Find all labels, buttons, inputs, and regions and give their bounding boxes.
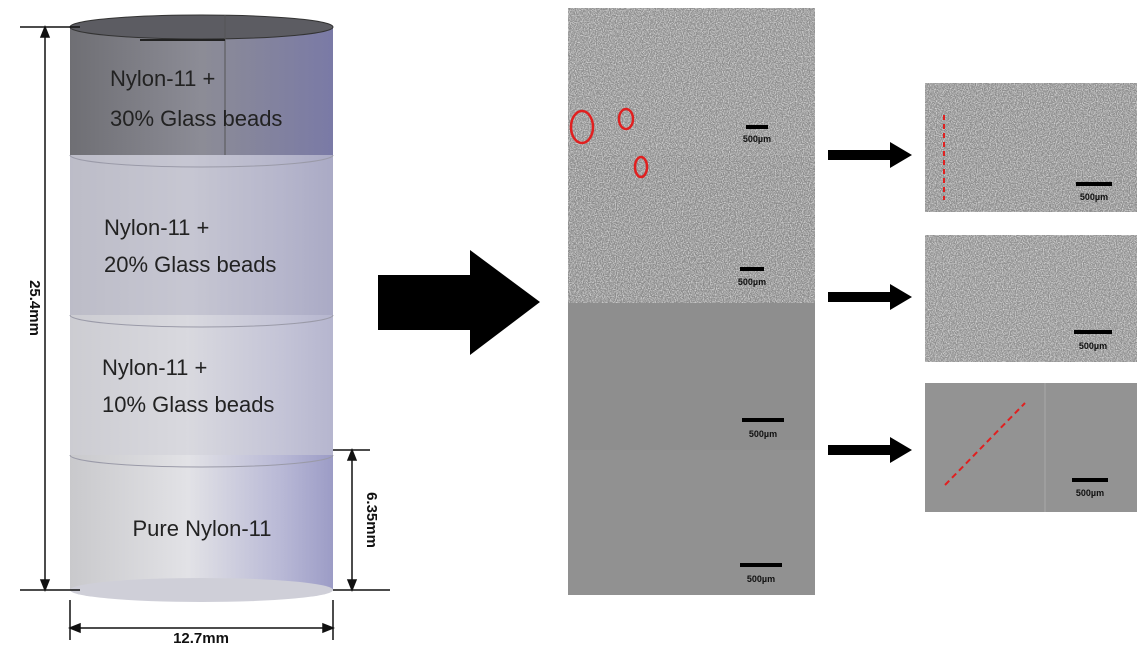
scale-bar — [1072, 478, 1108, 482]
scale-bar — [746, 125, 768, 129]
figure: Nylon-11 + 30% Glass beads Nylon-11 + 20% … — [0, 0, 1139, 649]
label-line: Nylon-11 + — [110, 66, 215, 91]
label-line: 10% Glass beads — [102, 392, 274, 417]
scale-bar-label: 500µm — [738, 277, 766, 287]
scale-bar-label: 500µm — [749, 429, 777, 439]
cylinder-bottom — [70, 578, 333, 602]
label-line: 20% Glass beads — [104, 252, 276, 277]
micrograph: 500µm 500µm 500µm 500µm — [568, 8, 815, 595]
diameter-label: 12.7mm — [173, 630, 229, 647]
small-arrow — [828, 142, 912, 168]
scale-bar-label: 500µm — [1080, 192, 1108, 202]
label-line: 30% Glass beads — [110, 106, 282, 131]
scale-bar — [1076, 182, 1112, 186]
label-line: Nylon-11 + — [104, 215, 209, 240]
scale-bar — [742, 418, 784, 422]
small-arrow — [828, 284, 912, 310]
cylinder: Nylon-11 + 30% Glass beads Nylon-11 + 20% … — [70, 15, 333, 602]
layer-height-label: 6.35mm — [363, 492, 380, 548]
scale-bar-label: 500µm — [1079, 341, 1107, 351]
height-label: 25.4mm — [26, 280, 43, 336]
scale-bar-label: 500µm — [747, 574, 775, 584]
scale-bar — [740, 267, 764, 271]
cylinder-top — [70, 15, 333, 39]
scale-bar-label: 500µm — [1076, 488, 1104, 498]
layer-top — [70, 27, 333, 155]
small-arrow — [828, 437, 912, 463]
layer-3 — [70, 315, 333, 455]
micrograph-section — [568, 155, 815, 303]
big-arrow — [378, 250, 540, 355]
scale-bar — [740, 563, 782, 567]
small-arrows — [828, 142, 912, 463]
thumbnails: 500µm 500µm 500µm — [925, 83, 1137, 512]
scale-bar — [1074, 330, 1112, 334]
page: Nylon-11 + 30% Glass beads Nylon-11 + 20% … — [0, 0, 1139, 649]
micrograph-section — [568, 450, 815, 595]
layer-label: Pure Nylon-11 — [133, 516, 272, 541]
thumbnail — [925, 383, 1137, 512]
micrograph-section — [568, 8, 815, 155]
scale-bar-label: 500µm — [743, 134, 771, 144]
micrograph-section — [568, 303, 815, 450]
label-line: Nylon-11 + — [102, 355, 207, 380]
